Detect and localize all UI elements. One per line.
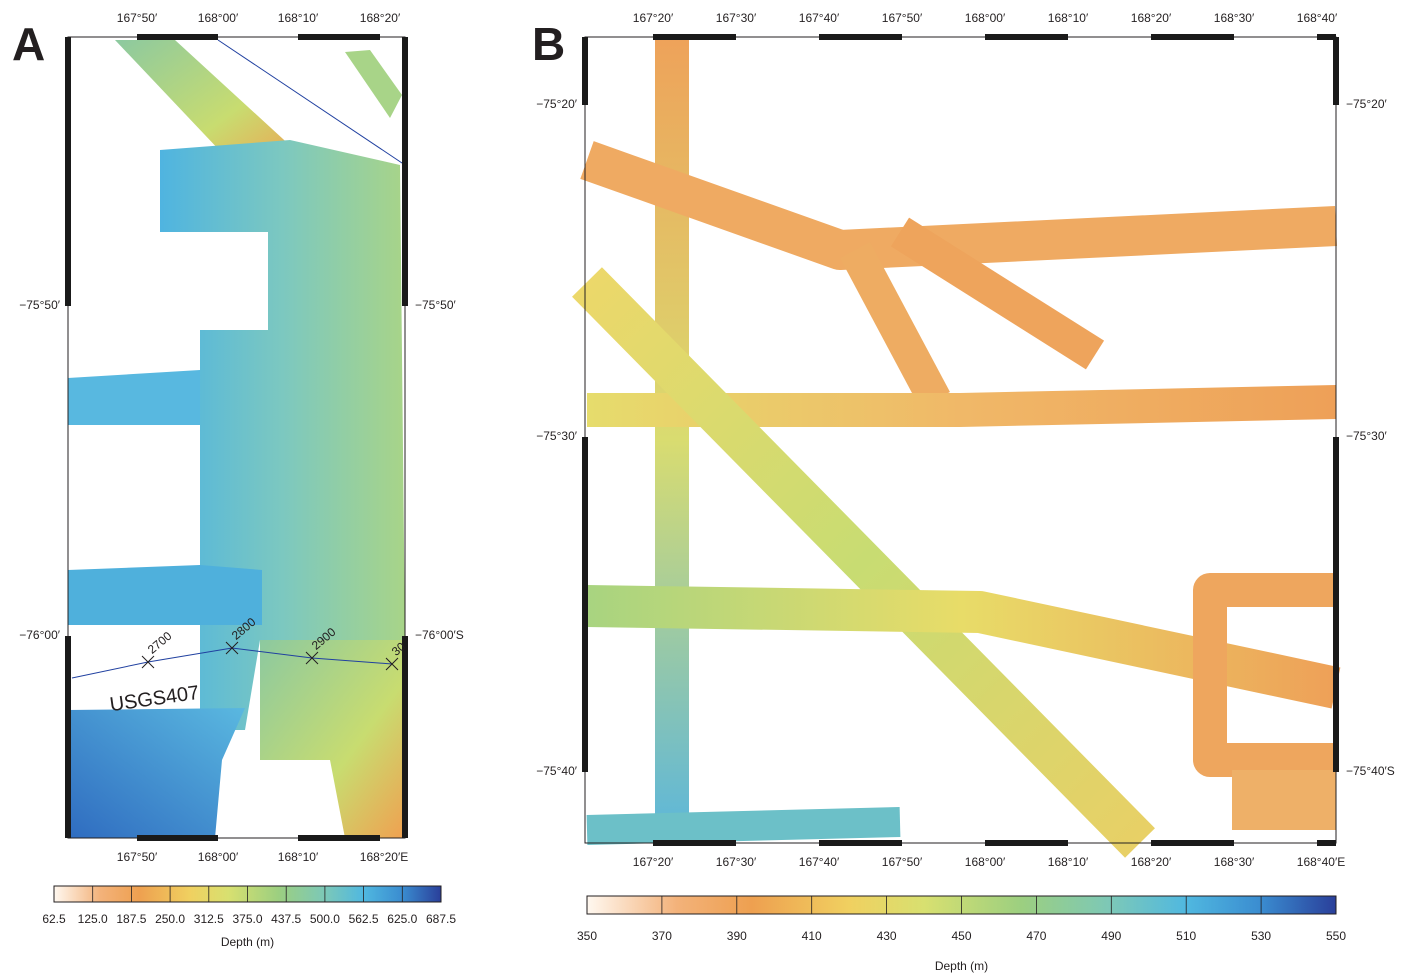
latitude-label: −75°20′ bbox=[536, 97, 578, 111]
shotpoint-label: 2700 bbox=[145, 629, 175, 657]
colorbar-tick-label: 62.5 bbox=[42, 912, 66, 926]
longitude-label: 167°40′ bbox=[799, 11, 840, 25]
colorbar-tick-label: 390 bbox=[727, 929, 747, 943]
longitude-label: 168°20′ bbox=[1131, 855, 1172, 869]
colorbar-tick-label: 550 bbox=[1326, 929, 1346, 943]
colorbar-tick-label: 370 bbox=[652, 929, 672, 943]
longitude-label: 168°00′ bbox=[198, 850, 239, 864]
longitude-label: 167°40′ bbox=[799, 855, 840, 869]
frame-bar bbox=[653, 34, 736, 40]
colorbar-tick-label: 500.0 bbox=[310, 912, 340, 926]
colorbar-tick-label: 375.0 bbox=[232, 912, 262, 926]
longitude-label: 168°00′ bbox=[965, 855, 1006, 869]
frame-bar bbox=[137, 34, 218, 40]
shotpoint-mark bbox=[141, 655, 155, 669]
longitude-label: 167°20′ bbox=[633, 855, 674, 869]
frame-bar bbox=[1317, 34, 1336, 40]
frame-bar bbox=[402, 37, 408, 306]
latitude-label: −76°00′S bbox=[415, 628, 464, 642]
latitude-label: −75°50′ bbox=[415, 298, 457, 312]
frame-bar bbox=[1333, 437, 1339, 772]
colorbar-tick-label: 125.0 bbox=[78, 912, 108, 926]
longitude-label: 168°30′ bbox=[1214, 11, 1255, 25]
frame-bar bbox=[402, 636, 408, 838]
colorbar-tick-label: 510 bbox=[1176, 929, 1196, 943]
frame-bar bbox=[298, 34, 380, 40]
colorbar-label: Depth (m) bbox=[935, 959, 988, 973]
longitude-label: 167°50′ bbox=[117, 11, 158, 25]
longitude-label: 168°00′ bbox=[198, 11, 239, 25]
longitude-label: 168°20′ bbox=[1131, 11, 1172, 25]
colorbar-tick-label: 470 bbox=[1026, 929, 1046, 943]
longitude-label: 168°10′ bbox=[278, 11, 319, 25]
latitude-label: −75°30′ bbox=[536, 429, 578, 443]
shotpoint-mark bbox=[225, 641, 239, 655]
longitude-label: 168°30′ bbox=[1214, 855, 1255, 869]
latitude-label: −75°20′ bbox=[1346, 97, 1388, 111]
longitude-label: 167°30′ bbox=[716, 11, 757, 25]
longitude-label: 168°10′ bbox=[278, 850, 319, 864]
shotpoint-mark bbox=[385, 657, 399, 671]
shotpoint-mark bbox=[305, 651, 319, 665]
colorbar-tick-label: 530 bbox=[1251, 929, 1271, 943]
longitude-label: 167°50′ bbox=[882, 11, 923, 25]
frame-bar bbox=[65, 636, 71, 838]
frame-bar bbox=[1151, 34, 1234, 40]
frame-bar bbox=[298, 835, 380, 841]
latitude-label: −76°00′ bbox=[19, 628, 61, 642]
colorbar-tick-label: 250.0 bbox=[155, 912, 185, 926]
frame-bar bbox=[65, 37, 71, 306]
colorbar-tick-label: 450 bbox=[951, 929, 971, 943]
longitude-label: 167°30′ bbox=[716, 855, 757, 869]
panel-label: A bbox=[12, 18, 45, 70]
longitude-label: 167°50′ bbox=[117, 850, 158, 864]
colorbar-tick-label: 490 bbox=[1101, 929, 1121, 943]
frame-bar bbox=[582, 37, 588, 105]
longitude-label: 167°20′ bbox=[633, 11, 674, 25]
longitude-label: 168°20′E bbox=[360, 850, 408, 864]
frame-bar bbox=[819, 34, 902, 40]
frame-bar bbox=[137, 835, 218, 841]
bathymetry-swaths bbox=[572, 37, 1341, 858]
longitude-label: 168°10′ bbox=[1048, 11, 1089, 25]
frame-bar bbox=[1317, 840, 1336, 846]
longitude-label: 168°20′ bbox=[360, 11, 401, 25]
colorbar-tick-label: 350 bbox=[577, 929, 597, 943]
latitude-label: −75°30′ bbox=[1346, 429, 1388, 443]
latitude-label: −75°40′ bbox=[536, 764, 578, 778]
colorbar-tick-label: 410 bbox=[802, 929, 822, 943]
panel-label: B bbox=[532, 18, 565, 70]
longitude-label: 168°10′ bbox=[1048, 855, 1089, 869]
frame-bar bbox=[985, 34, 1068, 40]
frame-bar bbox=[1151, 840, 1234, 846]
latitude-label: −75°40′S bbox=[1346, 764, 1395, 778]
longitude-label: 168°00′ bbox=[965, 11, 1006, 25]
frame-bar bbox=[582, 437, 588, 772]
frame-bar bbox=[819, 840, 902, 846]
colorbar-tick-label: 687.5 bbox=[426, 912, 456, 926]
colorbar-tick-label: 562.5 bbox=[349, 912, 379, 926]
map-frame bbox=[67, 36, 406, 839]
colorbar-tick-label: 187.5 bbox=[116, 912, 146, 926]
colorbar-tick-label: 312.5 bbox=[194, 912, 224, 926]
frame-bar bbox=[653, 840, 736, 846]
bathymetry-swaths bbox=[68, 39, 406, 838]
longitude-label: 168°40′ bbox=[1297, 11, 1338, 25]
longitude-label: 168°40′E bbox=[1297, 855, 1345, 869]
frame-bar bbox=[1333, 37, 1339, 105]
colorbar-label: Depth (m) bbox=[221, 935, 274, 949]
colorbar-tick-label: 625.0 bbox=[387, 912, 417, 926]
latitude-label: −75°50′ bbox=[19, 298, 61, 312]
colorbar-tick-label: 430 bbox=[877, 929, 897, 943]
colorbar-tick-label: 437.5 bbox=[271, 912, 301, 926]
frame-bar bbox=[985, 840, 1068, 846]
longitude-label: 167°50′ bbox=[882, 855, 923, 869]
